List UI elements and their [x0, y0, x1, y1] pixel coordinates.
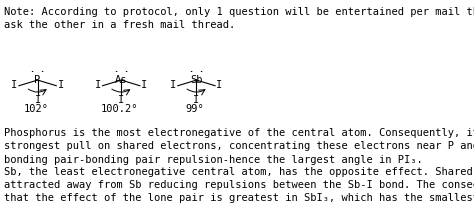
- Text: I: I: [217, 80, 223, 90]
- Text: I: I: [11, 80, 18, 90]
- Text: . .: . .: [114, 65, 129, 74]
- Text: I: I: [141, 80, 147, 90]
- Text: I: I: [118, 95, 124, 105]
- Text: I: I: [35, 95, 41, 105]
- Text: 99°: 99°: [186, 104, 204, 114]
- Text: . .: . .: [189, 65, 204, 74]
- Text: As: As: [115, 75, 128, 85]
- Text: P: P: [35, 75, 41, 85]
- Text: Sb: Sb: [190, 75, 203, 85]
- Text: 102°: 102°: [24, 104, 49, 114]
- Text: I: I: [193, 95, 200, 105]
- Text: Note: According to protocol, only 1 question will be entertained per mail thread: Note: According to protocol, only 1 ques…: [4, 7, 474, 30]
- Text: I: I: [58, 80, 64, 90]
- Text: . .: . .: [30, 65, 45, 74]
- Text: 100.2°: 100.2°: [101, 104, 138, 114]
- Text: I: I: [95, 80, 101, 90]
- Text: Phosphorus is the most electronegative of the central atom. Consequently, it exe: Phosphorus is the most electronegative o…: [4, 128, 474, 165]
- Text: Sb, the least electronegative central atom, has the opposite effect. Shared elec: Sb, the least electronegative central at…: [4, 167, 474, 203]
- Text: I: I: [170, 80, 176, 90]
